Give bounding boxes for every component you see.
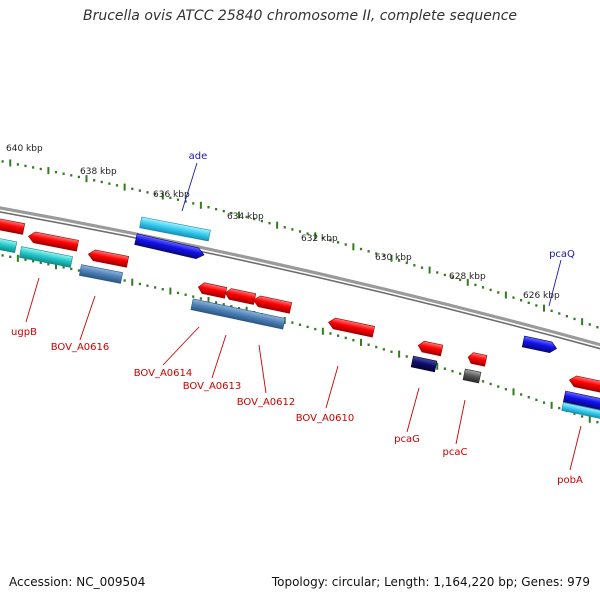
- map-title: Brucella ovis ATCC 25840 chromosome II, …: [82, 8, 518, 24]
- leader-pcaQ: [548, 259, 562, 307]
- leader-BOV_A0614: [162, 326, 200, 366]
- backbone-outer: [0, 206, 600, 347]
- gene-pobA-cyan[interactable]: [561, 402, 600, 420]
- gene-pcaG-red[interactable]: [417, 340, 444, 357]
- gene-cyan-left-edge[interactable]: [0, 236, 18, 254]
- gene-red-left-2[interactable]: [27, 231, 79, 252]
- leader-BOV_A0613: [211, 334, 227, 379]
- gene-pobA[interactable]: [562, 390, 600, 412]
- gene-red-right-edge[interactable]: [568, 375, 600, 394]
- gene-BOV_A0614[interactable]: [197, 282, 228, 299]
- leader-BOV_A0610: [325, 365, 339, 409]
- gene-label-BOV_A0613: BOV_A0613: [183, 381, 242, 392]
- label-leaders: [25, 162, 582, 471]
- gene-pcaQ[interactable]: [521, 335, 558, 354]
- genome-stats-text: Topology: circular; Length: 1,164,220 bp…: [271, 575, 590, 589]
- gene-label-BOV_A0614: BOV_A0614: [134, 368, 193, 379]
- scale-label-632: 632 kbp: [301, 234, 338, 244]
- gene-pcaC-red[interactable]: [467, 352, 488, 367]
- leader-pobA: [569, 425, 582, 471]
- leader-ugpB: [25, 277, 40, 323]
- gene-BOV_A0613[interactable]: [224, 288, 257, 305]
- gene-steel-long[interactable]: [190, 298, 286, 330]
- gene-label-ugpB: ugpB: [11, 327, 37, 338]
- inner-tick-ring: [1, 254, 599, 424]
- backbone-inner: [0, 211, 600, 350]
- scale-label-626: 626 kbp: [523, 291, 560, 301]
- scale-label-634: 634 kbp: [227, 212, 264, 222]
- gene-pcaC[interactable]: [462, 368, 482, 384]
- gene-pcaG[interactable]: [410, 355, 438, 373]
- gene-label-pcaG: pcaG: [394, 434, 420, 445]
- scale-label-630: 630 kbp: [375, 253, 412, 263]
- scale-label-640: 640 kbp: [6, 144, 43, 154]
- gene-label-BOV_A0612: BOV_A0612: [237, 397, 296, 408]
- leader-ade: [181, 162, 198, 212]
- scale-label-636: 636 kbp: [153, 190, 190, 200]
- leader-BOV_A0616: [79, 295, 96, 341]
- outer-tick-ring: [1, 159, 599, 329]
- gene-ade-cyan[interactable]: [139, 216, 211, 242]
- gene-label-pcaQ: pcaQ: [549, 249, 575, 260]
- gene-BOV_A0612[interactable]: [252, 295, 293, 314]
- gene-BOV_A0616[interactable]: [78, 264, 124, 284]
- scale-label-628: 628 kbp: [449, 272, 486, 282]
- gene-label-pcaC: pcaC: [443, 447, 468, 458]
- gene-label-pobA: pobA: [557, 475, 583, 486]
- gene-BOV_A0610[interactable]: [327, 317, 375, 338]
- scale-label-638: 638 kbp: [80, 167, 117, 177]
- leader-pcaG: [406, 387, 420, 433]
- gene-ugpB[interactable]: [19, 246, 73, 268]
- gene-red-left-edge[interactable]: [0, 218, 26, 235]
- leader-BOV_A0612: [258, 344, 267, 394]
- accession-text: Accession: NC_009504: [9, 575, 146, 589]
- gene-ade-blue[interactable]: [134, 233, 206, 260]
- gene-label-BOV_A0610: BOV_A0610: [296, 413, 355, 424]
- gene-red-0616a[interactable]: [87, 249, 130, 268]
- gene-label-BOV_A0616: BOV_A0616: [51, 342, 110, 353]
- leader-pcaC: [455, 399, 466, 445]
- gene-label-ade: ade: [189, 151, 208, 162]
